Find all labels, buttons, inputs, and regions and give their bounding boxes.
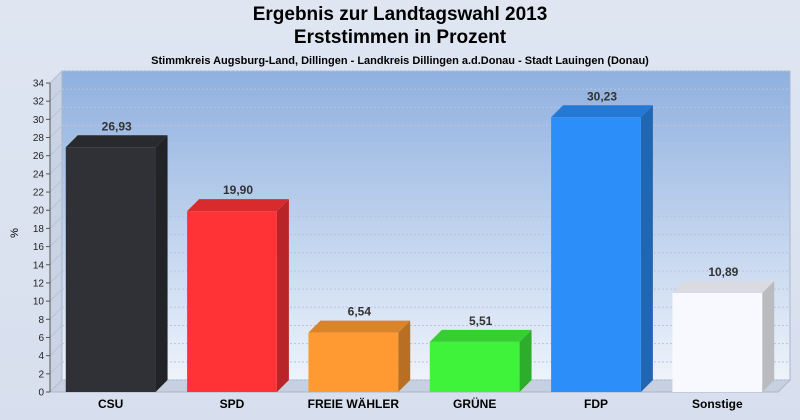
y-tick-label: 30 xyxy=(33,115,45,126)
y-axis-label: % xyxy=(9,228,21,238)
bar-front xyxy=(187,211,277,392)
bar-side xyxy=(155,135,168,392)
data-label: 19,90 xyxy=(223,183,253,197)
x-tick-label: Sonstige xyxy=(692,397,743,411)
bar-grüne: 5,51 GRÜNE xyxy=(429,314,532,411)
bar-top xyxy=(187,199,289,212)
bar-sonstige: 10,89 Sonstige xyxy=(672,265,775,411)
bar-top xyxy=(429,329,532,342)
y-tick-label: 16 xyxy=(33,242,45,253)
y-tick-label: 18 xyxy=(33,224,45,235)
bar-top xyxy=(308,320,411,333)
bar-side xyxy=(519,329,532,392)
chart-subtitle: Stimmkreis Augsburg-Land, Dillingen - La… xyxy=(151,55,649,67)
y-tick-label: 26 xyxy=(33,151,45,162)
x-tick-label: FDP xyxy=(584,397,608,411)
y-tick-label: 32 xyxy=(33,97,45,108)
chart-title-line2: Erststimmen in Prozent xyxy=(293,27,507,48)
bar-front xyxy=(429,341,520,392)
plot-left-wall xyxy=(49,69,63,394)
y-tick-label: 6 xyxy=(38,333,44,344)
data-label: 10,89 xyxy=(708,265,738,279)
y-tick-label: 34 xyxy=(33,79,45,90)
y-tick-label: 12 xyxy=(33,278,45,289)
data-label: 6,54 xyxy=(348,305,372,319)
data-label: 26,93 xyxy=(102,119,132,133)
y-tick-label: 14 xyxy=(33,260,45,271)
bar-top xyxy=(672,281,775,294)
y-tick-label: 20 xyxy=(33,206,45,217)
x-tick-label: GRÜNE xyxy=(453,396,496,411)
bar-front xyxy=(672,293,763,392)
x-tick-label: SPD xyxy=(220,397,245,411)
bar-side xyxy=(640,105,653,393)
bar-side xyxy=(762,281,775,392)
bar-side xyxy=(398,320,411,392)
bar-top xyxy=(65,135,168,148)
x-tick-label: FREIE WÄHLER xyxy=(308,396,400,411)
y-tick-label: 28 xyxy=(33,133,45,144)
y-tick-label: 22 xyxy=(33,188,45,199)
y-tick-label: 10 xyxy=(33,297,45,308)
data-label: 5,51 xyxy=(469,314,493,328)
bar-spd: 19,90 SPD xyxy=(187,183,289,411)
x-tick-label: CSU xyxy=(98,397,123,411)
chart-title: Ergebnis zur Landtagswahl 2013 xyxy=(252,4,548,25)
bar-freie-wähler: 6,54 FREIE WÄHLER xyxy=(308,305,411,411)
bar-csu: 26,93 CSU xyxy=(65,119,168,411)
y-tick-label: 2 xyxy=(38,369,44,380)
plot-back-wall xyxy=(61,70,791,381)
y-tick-label: 4 xyxy=(38,351,44,362)
bar-front xyxy=(65,147,156,392)
y-tick-label: 8 xyxy=(38,315,44,326)
y-tick-label: 24 xyxy=(33,169,45,180)
bar-front xyxy=(551,117,641,393)
bar-front xyxy=(308,332,399,392)
bar-side xyxy=(276,199,289,392)
bar-fdp: 30,23 FDP xyxy=(551,89,653,411)
data-label: 30,23 xyxy=(587,89,617,103)
bar-top xyxy=(551,105,653,118)
y-tick-label: 0 xyxy=(38,388,44,399)
